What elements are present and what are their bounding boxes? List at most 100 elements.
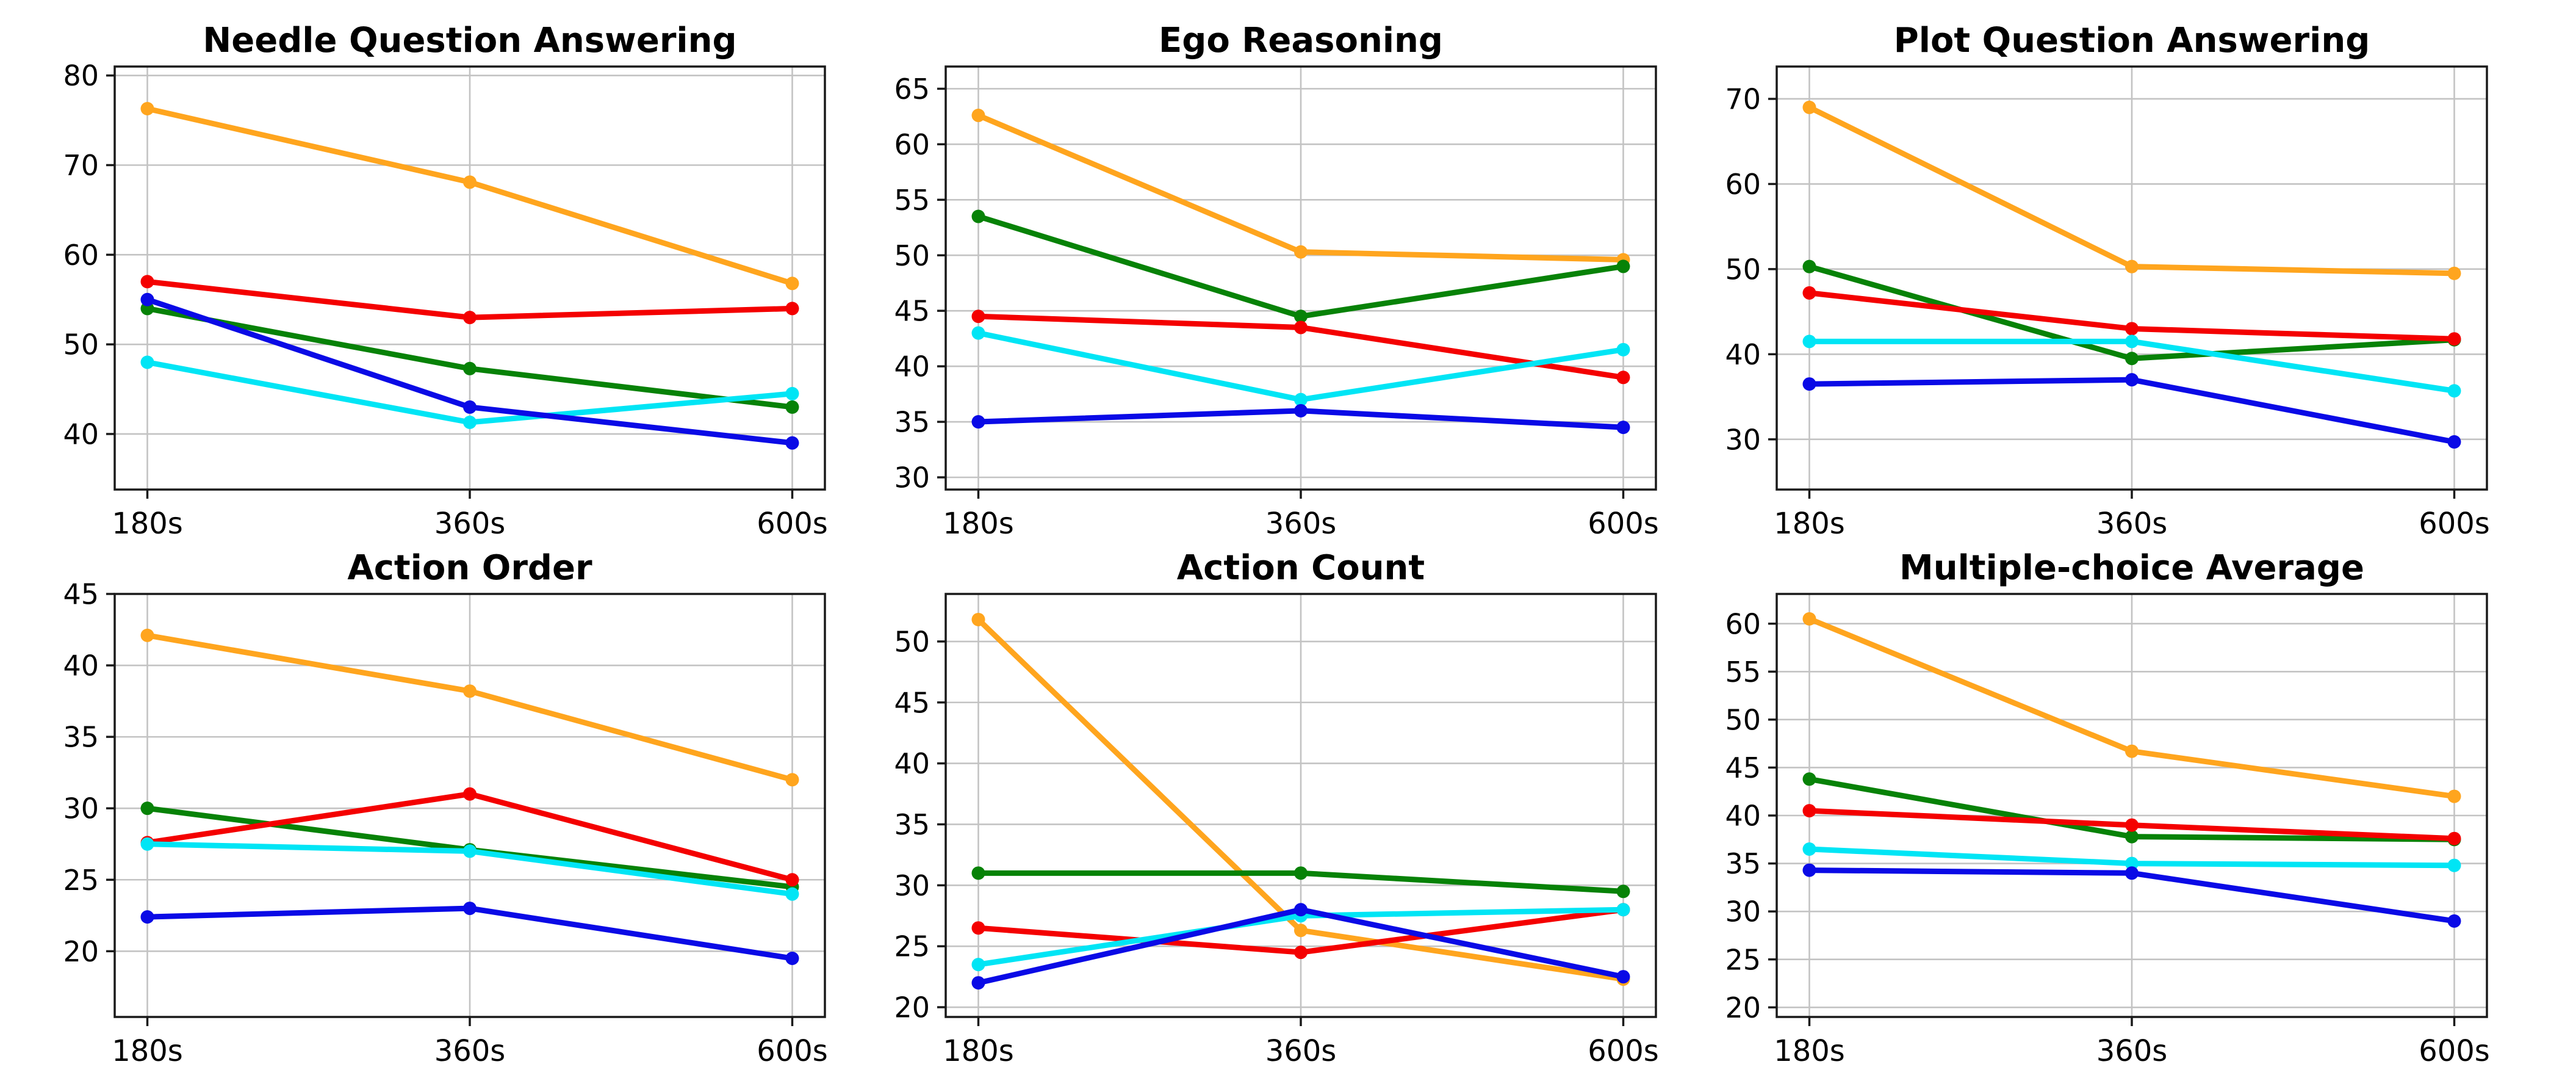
data-point-orange-360s	[1294, 245, 1308, 259]
data-point-blue-360s	[463, 902, 477, 916]
y-tick-label: 60	[63, 239, 99, 272]
data-point-cyan-600s	[785, 386, 799, 400]
x-tick-label: 180s	[112, 507, 183, 541]
data-point-green-600s	[1616, 884, 1630, 899]
data-point-blue-180s	[1802, 377, 1816, 391]
series-cyan	[1802, 335, 2461, 398]
data-point-orange-180s	[1802, 612, 1816, 626]
series-blue	[1802, 863, 2461, 928]
series-red	[1802, 804, 2461, 845]
data-point-blue-180s	[971, 976, 985, 990]
data-point-green-180s	[140, 801, 154, 816]
y-tick-label: 40	[63, 418, 99, 451]
y-tick-label: 40	[894, 350, 930, 383]
x-tick-label: 600s	[1588, 507, 1659, 541]
data-point-green-360s	[2125, 830, 2139, 844]
y-tick-label: 25	[63, 864, 99, 897]
data-point-green-360s	[463, 361, 477, 375]
y-tick-label: 45	[63, 578, 99, 611]
x-tick-label: 360s	[2096, 1034, 2168, 1068]
data-point-green-360s	[1294, 309, 1308, 324]
x-tick-label: 600s	[757, 1034, 828, 1068]
data-point-orange-180s	[971, 109, 985, 123]
series-cyan	[971, 326, 1630, 407]
data-point-cyan-360s	[463, 415, 477, 429]
y-tick-label: 30	[1725, 895, 1761, 928]
data-point-orange-600s	[2447, 266, 2461, 280]
data-point-cyan-600s	[2447, 384, 2461, 398]
data-point-blue-180s	[971, 415, 985, 429]
data-point-green-180s	[971, 866, 985, 880]
y-tick-label: 45	[894, 295, 930, 328]
data-point-cyan-600s	[1616, 342, 1630, 356]
chart-title-plot-question-answering: Plot Question Answering	[1894, 21, 2370, 60]
series-cyan	[140, 355, 799, 429]
data-point-green-360s	[2125, 352, 2139, 366]
y-tick-label: 40	[894, 747, 930, 780]
x-tick-label: 360s	[1265, 507, 1337, 541]
data-point-red-360s	[2125, 322, 2139, 336]
y-tick-label: 30	[894, 869, 930, 902]
y-tick-label: 50	[63, 328, 99, 361]
series-blue	[140, 292, 799, 450]
chart-panel-ego-reasoning: 30 35 40 45 50 55 60 65 180s 360s 600s Ego Reasonin…	[894, 21, 1658, 541]
data-point-green-600s	[1616, 259, 1630, 273]
x-tick-label: 180s	[943, 507, 1014, 541]
data-point-cyan-600s	[2447, 858, 2461, 872]
y-tick-label: 70	[1725, 83, 1761, 116]
data-point-blue-600s	[1616, 421, 1630, 435]
data-point-orange-180s	[971, 612, 985, 626]
y-tick-label: 40	[63, 649, 99, 682]
data-point-blue-180s	[140, 910, 154, 924]
y-tick-label: 55	[1725, 656, 1761, 689]
data-point-cyan-360s	[463, 844, 477, 858]
data-point-orange-360s	[2125, 744, 2139, 758]
data-point-green-180s	[971, 209, 985, 223]
y-tick-label: 65	[894, 73, 930, 106]
y-tick-label: 60	[1725, 607, 1761, 640]
x-tick-label: 360s	[434, 507, 506, 541]
data-point-blue-360s	[2125, 373, 2139, 387]
data-point-orange-360s	[463, 175, 477, 189]
series-cyan	[140, 837, 799, 901]
chart-title-action-count: Action Count	[1177, 548, 1425, 588]
y-tick-label: 45	[894, 686, 930, 719]
x-tick-label: 360s	[434, 1034, 506, 1068]
data-point-cyan-180s	[140, 355, 154, 369]
data-point-orange-180s	[140, 102, 154, 116]
data-point-cyan-180s	[1802, 842, 1816, 856]
y-tick-label: 70	[63, 149, 99, 182]
data-point-orange-600s	[2447, 789, 2461, 803]
y-tick-label: 30	[894, 461, 930, 494]
data-point-orange-360s	[1294, 924, 1308, 938]
data-point-red-360s	[463, 787, 477, 801]
data-point-red-180s	[1802, 286, 1816, 300]
data-point-orange-360s	[2125, 259, 2139, 273]
y-tick-label: 30	[63, 792, 99, 825]
y-tick-label: 20	[1725, 991, 1761, 1024]
series-blue	[971, 903, 1630, 990]
x-tick-label: 180s	[943, 1034, 1014, 1068]
series-blue	[1802, 373, 2461, 449]
chart-panel-needle-question-answering: 40 50 60 70 80 180s 360s 600s Needle Question An…	[63, 21, 827, 541]
data-point-green-180s	[1802, 772, 1816, 786]
data-point-cyan-360s	[1294, 392, 1308, 407]
data-point-cyan-180s	[971, 326, 985, 340]
chart-title-ego-reasoning: Ego Reasoning	[1159, 21, 1443, 60]
chart-panel-action-order: 20 25 30 35 40 45 180s 360s 600s Action Order	[63, 548, 827, 1068]
data-point-cyan-360s	[2125, 335, 2139, 349]
series-green	[971, 209, 1630, 324]
data-point-blue-360s	[1294, 403, 1308, 418]
y-tick-label: 55	[894, 184, 930, 217]
chart-panel-plot-question-answering: 30 40 50 60 70 180s 360s 600s Plot Question Answ…	[1725, 21, 2489, 541]
data-point-cyan-180s	[1802, 335, 1816, 349]
y-tick-label: 35	[63, 721, 99, 754]
y-tick-label: 60	[894, 128, 930, 161]
x-tick-label: 180s	[1774, 1034, 1845, 1068]
data-point-blue-360s	[2125, 866, 2139, 880]
y-tick-label: 50	[894, 625, 930, 658]
data-point-red-180s	[140, 275, 154, 289]
